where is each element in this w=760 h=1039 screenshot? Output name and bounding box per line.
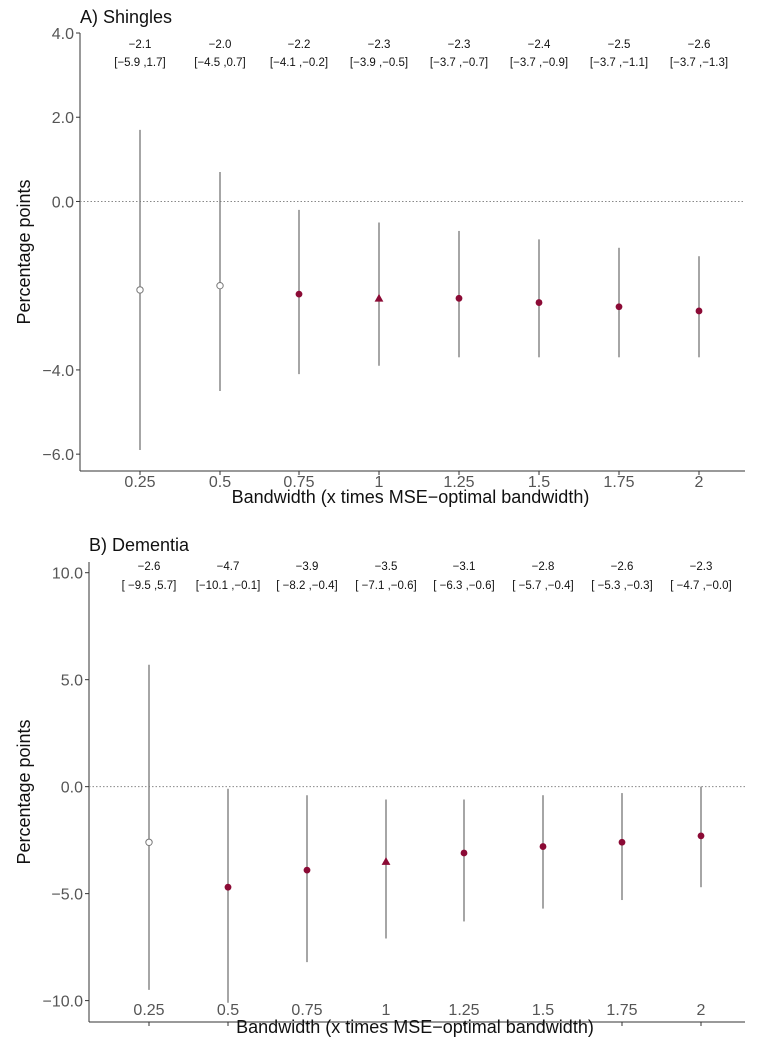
ci-label: [−3.7 ,−0.9] bbox=[510, 57, 568, 69]
y-tick-label: 10.0 bbox=[52, 566, 83, 583]
x-tick-label: 1.5 bbox=[532, 1002, 554, 1019]
ci-label: [ −6.3 ,−0.6] bbox=[433, 580, 494, 592]
point-estimate-marker bbox=[224, 883, 232, 891]
x-tick-label: 1.25 bbox=[443, 474, 474, 491]
x-tick-label: 0.75 bbox=[291, 1002, 322, 1019]
y-tick-label: 5.0 bbox=[61, 673, 83, 690]
estimate-label: −2.0 bbox=[209, 39, 232, 51]
ci-label: [ −5.7 ,−0.4] bbox=[512, 580, 573, 592]
x-axis-label: Bandwidth (x times MSE−optimal bandwidth… bbox=[236, 1017, 594, 1037]
y-axis-label: Percentage points bbox=[14, 179, 34, 324]
ci-label: [ −7.1 ,−0.6] bbox=[355, 580, 416, 592]
ci-label: [−3.9 ,−0.5] bbox=[350, 57, 408, 69]
x-tick-label: 0.75 bbox=[283, 474, 314, 491]
point-estimate-marker bbox=[460, 849, 468, 857]
ci-label: [−3.7 ,−0.7] bbox=[430, 57, 488, 69]
ci-label: [−3.7 ,−1.3] bbox=[670, 57, 728, 69]
x-tick-label: 2 bbox=[697, 1002, 706, 1019]
x-axis-label: Bandwidth (x times MSE−optimal bandwidth… bbox=[232, 487, 590, 507]
x-tick-label: 1.75 bbox=[603, 474, 634, 491]
ci-label: [−10.1 ,−0.1] bbox=[196, 580, 261, 592]
y-tick-label: 0.0 bbox=[52, 194, 74, 211]
point-estimate-marker bbox=[615, 303, 623, 311]
x-tick-label: 1.25 bbox=[448, 1002, 479, 1019]
ci-label: [ −9.5 ,5.7] bbox=[122, 580, 177, 592]
estimate-label: −2.3 bbox=[368, 39, 391, 51]
estimate-label: −2.6 bbox=[611, 561, 634, 573]
point-estimate-marker-open bbox=[136, 286, 144, 294]
point-estimate-marker-triangle bbox=[374, 293, 384, 302]
estimate-label: −2.4 bbox=[528, 39, 551, 51]
estimate-label: −2.6 bbox=[688, 39, 711, 51]
point-estimate-marker bbox=[535, 299, 543, 306]
estimate-label: −3.1 bbox=[453, 561, 476, 573]
y-tick-label: 2.0 bbox=[52, 110, 74, 127]
estimate-label: −3.9 bbox=[296, 561, 319, 573]
x-tick-label: 0.5 bbox=[217, 1002, 239, 1019]
point-estimate-marker bbox=[695, 307, 703, 315]
ci-label: [ −4.7 ,−0.0] bbox=[670, 580, 731, 592]
ci-label: [ −8.2 ,−0.4] bbox=[276, 580, 337, 592]
estimate-label: −3.5 bbox=[375, 561, 398, 573]
x-tick-label: 1 bbox=[382, 1002, 391, 1019]
point-estimate-marker-triangle bbox=[381, 857, 391, 865]
ci-label: [−3.7 ,−1.1] bbox=[590, 57, 648, 69]
x-tick-label: 2 bbox=[695, 474, 704, 491]
estimate-label: −4.7 bbox=[217, 561, 240, 573]
y-tick-label: −5.0 bbox=[51, 887, 83, 904]
point-estimate-marker bbox=[303, 866, 311, 874]
x-tick-label: 1 bbox=[375, 474, 384, 491]
ci-label: [−4.1 ,−0.2] bbox=[270, 57, 328, 69]
estimate-label: −2.1 bbox=[129, 39, 152, 51]
y-tick-label: −6.0 bbox=[42, 447, 74, 464]
estimate-label: −2.6 bbox=[138, 561, 161, 573]
panel-title: B) Dementia bbox=[89, 535, 190, 555]
y-tick-label: −10.0 bbox=[43, 994, 84, 1011]
ci-label: [−5.9 ,1.7] bbox=[114, 57, 165, 69]
y-tick-label: −4.0 bbox=[42, 363, 74, 380]
point-estimate-marker bbox=[697, 832, 705, 840]
estimate-label: −2.5 bbox=[608, 39, 631, 51]
x-tick-label: 0.25 bbox=[124, 474, 155, 491]
point-estimate-marker-open bbox=[145, 838, 153, 846]
point-estimate-marker-open bbox=[216, 281, 224, 290]
y-tick-label: 4.0 bbox=[52, 26, 74, 43]
point-estimate-marker bbox=[539, 843, 547, 850]
x-tick-label: 0.25 bbox=[133, 1002, 164, 1019]
point-estimate-marker bbox=[455, 294, 463, 302]
x-tick-label: 1.5 bbox=[528, 474, 550, 491]
panel-dementia: B) Dementia 10.0 5.0 0.0 −5.0 −10.0 0.25 0.5 0.7… bbox=[14, 535, 745, 1037]
y-tick-label: 0.0 bbox=[61, 780, 83, 797]
estimate-label: −2.3 bbox=[690, 561, 713, 573]
point-estimate-marker bbox=[295, 290, 303, 298]
ci-label: [ −5.3 ,−0.3] bbox=[591, 580, 652, 592]
y-axis-label: Percentage points bbox=[14, 719, 34, 864]
panel-title: A) Shingles bbox=[80, 7, 172, 27]
point-estimate-marker bbox=[618, 838, 626, 846]
x-tick-label: 1.75 bbox=[606, 1002, 637, 1019]
x-tick-label: 0.5 bbox=[209, 474, 231, 491]
ci-label: [−4.5 ,0.7] bbox=[194, 57, 245, 69]
estimate-label: −2.8 bbox=[532, 561, 555, 573]
estimate-label: −2.3 bbox=[448, 39, 471, 51]
panel-shingles: A) Shingles 4.0 2.0 0.0 −4.0 −6.0 0.25 0.5 0.75 1… bbox=[14, 7, 745, 507]
estimate-label: −2.2 bbox=[288, 39, 311, 51]
